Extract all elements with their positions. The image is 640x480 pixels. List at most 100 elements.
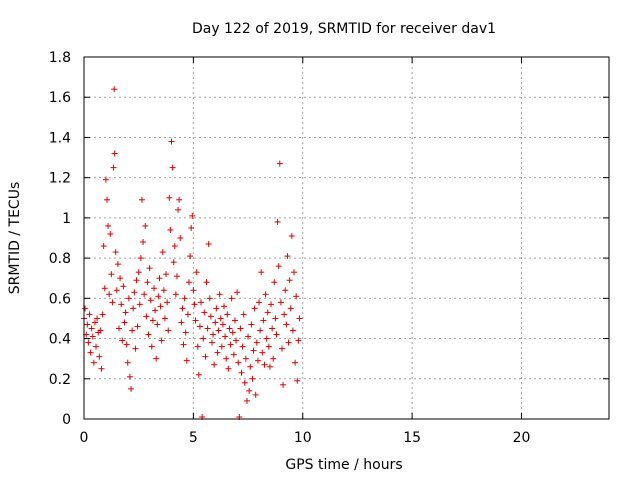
data-point	[293, 293, 300, 300]
data-point	[111, 150, 118, 157]
data-point	[268, 301, 275, 308]
data-point	[108, 271, 115, 278]
x-tick-label: 10	[294, 430, 312, 446]
chart-title: Day 122 of 2019, SRMTID for receiver dav…	[192, 21, 496, 37]
data-point	[126, 373, 133, 380]
data-point	[171, 243, 178, 250]
data-point	[147, 297, 154, 304]
data-point	[144, 279, 151, 286]
data-point	[218, 343, 225, 350]
data-point	[179, 305, 186, 312]
data-point	[205, 241, 212, 248]
data-point	[90, 359, 97, 366]
data-point	[221, 303, 227, 310]
data-point	[136, 301, 143, 308]
data-point	[208, 339, 215, 346]
data-point	[134, 323, 141, 330]
data-point	[113, 287, 120, 294]
data-point	[202, 353, 209, 360]
data-point	[224, 311, 231, 318]
data-point	[229, 329, 236, 336]
data-point	[239, 343, 246, 350]
data-point	[102, 176, 109, 183]
data-point	[148, 343, 155, 350]
data-point	[213, 305, 220, 312]
data-point	[257, 327, 264, 334]
data-point	[129, 327, 136, 334]
data-point	[173, 273, 180, 280]
data-point	[152, 307, 159, 314]
data-point	[133, 277, 140, 284]
data-point	[164, 299, 171, 306]
data-point	[155, 293, 162, 300]
data-point	[123, 341, 130, 348]
data-point	[158, 337, 165, 344]
data-point	[109, 299, 116, 306]
data-point	[111, 86, 118, 93]
y-tick-label: 1.8	[49, 50, 71, 66]
data-point	[207, 313, 214, 320]
data-point	[107, 230, 114, 237]
data-point	[254, 357, 261, 364]
data-point	[142, 222, 149, 229]
data-point	[154, 321, 161, 328]
data-point	[170, 259, 177, 266]
axis-ticks: 0 0.2 0.4 0.6 0.8 1 1.2 1.4 1.6 1.8 0 5 10 15 20	[49, 50, 609, 446]
data-point	[100, 243, 107, 250]
data-point	[272, 315, 279, 322]
data-point	[117, 275, 124, 282]
data-point	[200, 335, 207, 342]
data-point	[283, 321, 290, 328]
data-point	[159, 249, 166, 256]
data-point	[247, 363, 254, 370]
data-point	[285, 339, 292, 346]
data-point	[243, 397, 250, 404]
data-point	[178, 319, 185, 326]
data-point	[226, 325, 233, 332]
data-point	[188, 224, 195, 231]
data-point	[215, 327, 222, 334]
data-point	[282, 287, 289, 294]
data-point	[222, 333, 229, 340]
data-point	[230, 351, 237, 358]
data-point	[276, 160, 283, 167]
data-point	[131, 289, 138, 296]
data-point	[246, 387, 253, 394]
data-point	[266, 363, 273, 370]
data-point	[278, 345, 285, 352]
data-point	[138, 196, 145, 203]
x-axis-label: GPS time / hours	[285, 457, 402, 473]
data-point	[105, 222, 112, 229]
y-tick-label: 1.6	[49, 90, 71, 106]
data-point	[211, 361, 218, 368]
data-point	[223, 355, 230, 362]
x-tick-label: 0	[80, 430, 89, 446]
data-point	[193, 269, 200, 276]
x-tick-label: 20	[513, 430, 531, 446]
data-point	[94, 315, 101, 322]
data-point	[258, 269, 265, 276]
data-point	[194, 343, 201, 350]
data-point	[195, 371, 202, 378]
data-point	[98, 365, 105, 372]
data-point	[84, 321, 91, 328]
data-point	[172, 291, 179, 298]
data-point	[125, 295, 132, 302]
data-point	[169, 164, 176, 171]
data-point	[294, 377, 301, 384]
data-point	[161, 315, 168, 322]
data-point	[189, 212, 196, 219]
y-tick-label: 0.6	[49, 291, 71, 307]
data-point	[182, 329, 189, 336]
data-point	[192, 317, 199, 324]
data-point	[166, 194, 173, 201]
plot-frame	[83, 56, 610, 420]
data-point	[217, 315, 224, 322]
data-point	[253, 339, 260, 346]
data-point	[204, 325, 211, 332]
y-tick-label: 0.4	[49, 332, 71, 348]
grid	[84, 57, 609, 419]
data-point	[231, 317, 238, 324]
data-point	[273, 331, 280, 338]
data-point	[82, 305, 89, 312]
